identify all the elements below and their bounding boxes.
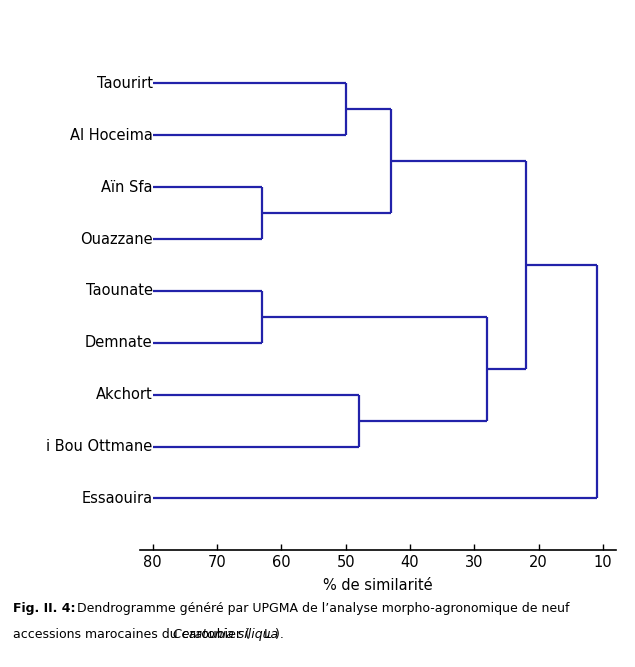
- Text: Taourirt: Taourirt: [97, 76, 152, 91]
- Text: Ouazzane: Ouazzane: [80, 231, 152, 247]
- Text: i Bou Ottmane: i Bou Ottmane: [46, 439, 152, 454]
- Text: Taounate: Taounate: [86, 283, 152, 298]
- Text: Essaouira: Essaouira: [81, 491, 152, 506]
- Text: Akchort: Akchort: [96, 387, 152, 402]
- Text: accessions marocaines du caroubier (: accessions marocaines du caroubier (: [13, 628, 250, 641]
- Text: Dendrogramme généré par UPGMA de l’analyse morpho-agronomique de neuf: Dendrogramme généré par UPGMA de l’analy…: [73, 602, 570, 614]
- Text: Al Hoceima: Al Hoceima: [70, 128, 152, 143]
- Text: Ceratonia siliqua: Ceratonia siliqua: [173, 628, 278, 641]
- Text: Aïn Sfa: Aïn Sfa: [101, 179, 152, 195]
- Text: Fig. II. 4:: Fig. II. 4:: [13, 602, 75, 614]
- X-axis label: % de similarité: % de similarité: [323, 578, 432, 594]
- Text: L.).: L.).: [260, 628, 284, 641]
- Text: Demnate: Demnate: [85, 336, 152, 350]
